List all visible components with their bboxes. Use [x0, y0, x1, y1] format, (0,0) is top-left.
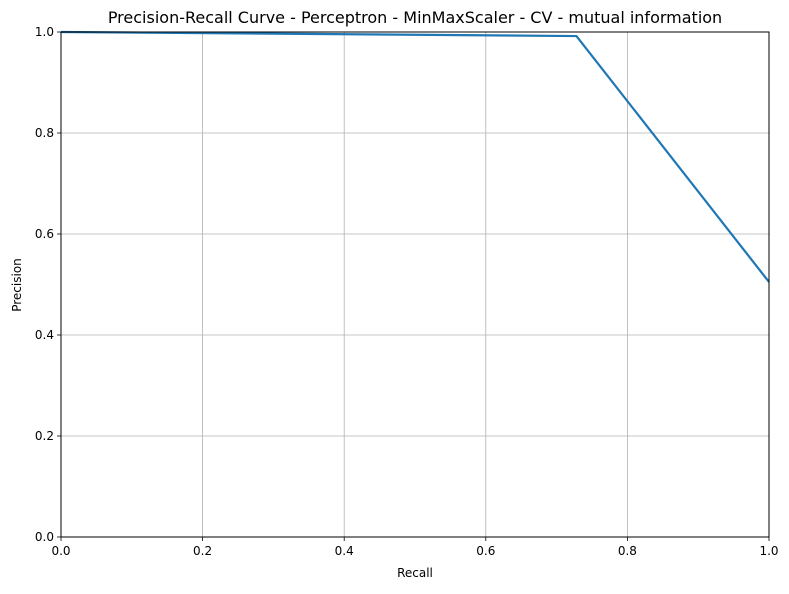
- y-tick-label: 0.0: [35, 530, 54, 544]
- y-tick-label: 1.0: [35, 25, 54, 39]
- x-tick-label: 0.0: [51, 544, 70, 558]
- y-axis-label: Precision: [10, 258, 24, 312]
- x-tick-label: 0.6: [476, 544, 495, 558]
- x-tick-label: 0.4: [335, 544, 354, 558]
- y-tick-label: 0.2: [35, 429, 54, 443]
- y-tick-label: 0.8: [35, 126, 54, 140]
- y-axis-ticks: 0.0 0.2 0.4 0.6 0.8 1.0: [35, 25, 61, 544]
- chart-title: Precision-Recall Curve - Perceptron - Mi…: [108, 8, 722, 27]
- y-tick-label: 0.4: [35, 328, 54, 342]
- x-tick-label: 0.8: [618, 544, 637, 558]
- x-axis-ticks: 0.0 0.2 0.4 0.6 0.8 1.0: [51, 537, 779, 558]
- plot-frame: [60, 31, 770, 538]
- pr-curve-line: [60, 30, 770, 283]
- grid-lines: [60, 31, 770, 538]
- x-tick-label: 1.0: [759, 544, 778, 558]
- y-tick-label: 0.6: [35, 227, 54, 241]
- series-layer: [60, 30, 770, 283]
- x-axis-label: Recall: [397, 566, 433, 580]
- x-tick-label: 0.2: [193, 544, 212, 558]
